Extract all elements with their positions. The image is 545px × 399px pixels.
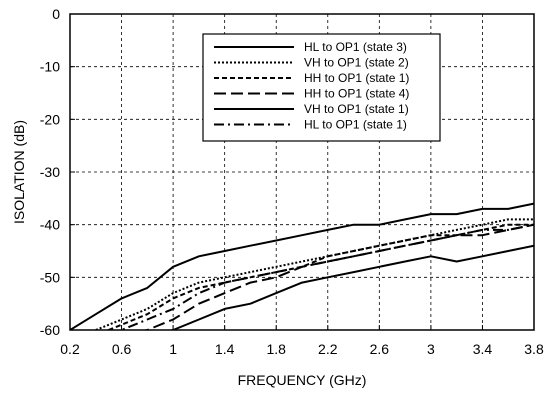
x-tick-label: 3: [427, 341, 435, 357]
y-axis-label: ISOLATION (dB): [11, 120, 27, 224]
x-tick-label: 3.4: [473, 341, 493, 357]
series-line-6: [116, 223, 534, 330]
legend-label-6: HL to OP1 (state 1): [304, 118, 407, 132]
x-tick-label: 1.8: [266, 341, 286, 357]
series-line-5: [168, 244, 534, 330]
legend-label-3: HH to OP1 (state 1): [304, 71, 409, 85]
grid: [70, 14, 534, 330]
legend-label-5: VH to OP1 (state 1): [304, 102, 409, 116]
x-tick-label: 0.2: [60, 341, 80, 357]
x-tick-label: 2.2: [318, 341, 338, 357]
y-tick-label: -50: [40, 269, 60, 285]
series-line-1: [70, 202, 534, 330]
x-tick-label: 1: [169, 341, 177, 357]
series-lines: [70, 202, 534, 330]
ticks: 0.2 0.6 1 1.4 1.8 2.2 2.6 3 3.4 3.8 0 -10 -20 -30 -40 -…: [40, 6, 544, 357]
x-tick-label: 2.6: [370, 341, 390, 357]
y-tick-label: -40: [40, 217, 60, 233]
x-tick-label: 0.6: [112, 341, 132, 357]
legend-label-2: VH to OP1 (state 2): [304, 56, 409, 70]
x-tick-label: 3.8: [524, 341, 544, 357]
x-axis-label: FREQUENCY (GHz): [238, 372, 367, 388]
y-tick-label: -60: [40, 322, 60, 338]
legend-label-1: HL to OP1 (state 3): [304, 40, 407, 54]
legend-box: [202, 33, 441, 142]
y-tick-label: 0: [52, 6, 60, 22]
x-tick-label: 1.4: [215, 341, 235, 357]
legend: HL to OP1 (state 3)VH to OP1 (state 2)HH…: [202, 33, 441, 142]
series-line-2: [93, 218, 534, 330]
y-tick-label: -10: [40, 59, 60, 75]
y-tick-label: -20: [40, 111, 60, 127]
legend-label-4: HH to OP1 (state 4): [304, 87, 409, 101]
y-tick-label: -30: [40, 164, 60, 180]
